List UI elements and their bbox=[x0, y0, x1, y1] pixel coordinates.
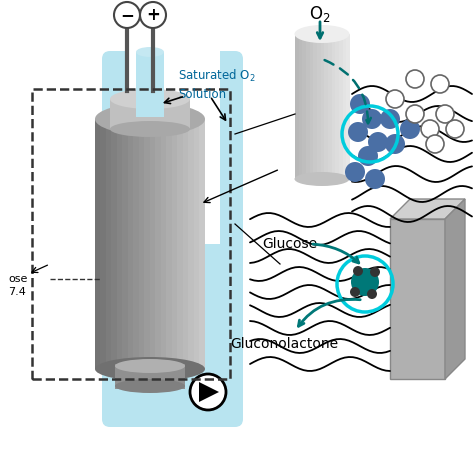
FancyBboxPatch shape bbox=[189, 119, 194, 369]
FancyBboxPatch shape bbox=[128, 119, 134, 369]
FancyBboxPatch shape bbox=[390, 219, 445, 379]
Text: Saturated O$_2$
Solution: Saturated O$_2$ Solution bbox=[178, 67, 255, 100]
FancyBboxPatch shape bbox=[155, 119, 161, 369]
FancyBboxPatch shape bbox=[117, 119, 122, 369]
Ellipse shape bbox=[110, 89, 190, 109]
FancyBboxPatch shape bbox=[125, 49, 220, 244]
Circle shape bbox=[426, 135, 444, 153]
Circle shape bbox=[351, 268, 379, 296]
Circle shape bbox=[431, 75, 449, 93]
Circle shape bbox=[367, 289, 377, 299]
Circle shape bbox=[421, 120, 439, 138]
FancyBboxPatch shape bbox=[106, 119, 111, 369]
FancyBboxPatch shape bbox=[95, 119, 205, 369]
FancyBboxPatch shape bbox=[136, 52, 164, 117]
Circle shape bbox=[446, 120, 464, 138]
FancyBboxPatch shape bbox=[302, 34, 306, 179]
FancyBboxPatch shape bbox=[295, 34, 299, 179]
FancyBboxPatch shape bbox=[161, 119, 166, 369]
FancyBboxPatch shape bbox=[299, 34, 302, 179]
Circle shape bbox=[380, 109, 400, 129]
Circle shape bbox=[358, 146, 378, 166]
Ellipse shape bbox=[294, 172, 349, 186]
Circle shape bbox=[353, 266, 363, 276]
Circle shape bbox=[140, 2, 166, 28]
Circle shape bbox=[350, 94, 370, 114]
FancyBboxPatch shape bbox=[346, 34, 350, 179]
Circle shape bbox=[365, 169, 385, 189]
FancyBboxPatch shape bbox=[343, 34, 346, 179]
FancyBboxPatch shape bbox=[110, 99, 190, 129]
FancyBboxPatch shape bbox=[324, 34, 328, 179]
Text: ose: ose bbox=[8, 274, 27, 284]
Text: 7.4: 7.4 bbox=[8, 287, 26, 297]
Polygon shape bbox=[390, 199, 465, 219]
Circle shape bbox=[385, 134, 405, 154]
Text: O$_2$: O$_2$ bbox=[309, 4, 331, 24]
Ellipse shape bbox=[95, 357, 205, 381]
FancyBboxPatch shape bbox=[310, 34, 313, 179]
Ellipse shape bbox=[95, 103, 205, 135]
FancyBboxPatch shape bbox=[317, 34, 321, 179]
FancyBboxPatch shape bbox=[177, 119, 183, 369]
FancyBboxPatch shape bbox=[122, 119, 128, 369]
Text: +: + bbox=[146, 6, 160, 24]
Circle shape bbox=[348, 122, 368, 142]
Circle shape bbox=[370, 267, 380, 277]
FancyBboxPatch shape bbox=[139, 119, 145, 369]
Ellipse shape bbox=[136, 47, 164, 57]
Circle shape bbox=[386, 90, 404, 108]
Circle shape bbox=[400, 119, 420, 139]
Circle shape bbox=[406, 70, 424, 88]
FancyBboxPatch shape bbox=[166, 119, 172, 369]
FancyBboxPatch shape bbox=[306, 34, 310, 179]
FancyBboxPatch shape bbox=[102, 51, 243, 427]
Circle shape bbox=[406, 105, 424, 123]
FancyBboxPatch shape bbox=[194, 119, 200, 369]
FancyBboxPatch shape bbox=[100, 119, 106, 369]
Circle shape bbox=[436, 105, 454, 123]
Text: Gluconolactone: Gluconolactone bbox=[230, 337, 338, 351]
Circle shape bbox=[190, 374, 226, 410]
FancyBboxPatch shape bbox=[145, 119, 150, 369]
FancyBboxPatch shape bbox=[332, 34, 335, 179]
Ellipse shape bbox=[115, 379, 185, 393]
FancyBboxPatch shape bbox=[115, 364, 185, 389]
Text: Glucose: Glucose bbox=[262, 237, 317, 251]
Circle shape bbox=[350, 287, 360, 297]
FancyBboxPatch shape bbox=[150, 119, 155, 369]
Ellipse shape bbox=[115, 359, 185, 373]
Circle shape bbox=[368, 132, 388, 152]
FancyBboxPatch shape bbox=[313, 34, 317, 179]
FancyBboxPatch shape bbox=[200, 119, 205, 369]
FancyBboxPatch shape bbox=[183, 119, 189, 369]
Polygon shape bbox=[199, 382, 219, 402]
FancyBboxPatch shape bbox=[172, 119, 177, 369]
Circle shape bbox=[114, 2, 140, 28]
Ellipse shape bbox=[294, 25, 349, 43]
Circle shape bbox=[362, 109, 382, 129]
Ellipse shape bbox=[110, 121, 190, 137]
FancyBboxPatch shape bbox=[134, 119, 139, 369]
Polygon shape bbox=[445, 199, 465, 379]
Circle shape bbox=[345, 162, 365, 182]
FancyBboxPatch shape bbox=[339, 34, 343, 179]
FancyBboxPatch shape bbox=[295, 34, 350, 179]
FancyBboxPatch shape bbox=[335, 34, 339, 179]
Text: −: − bbox=[120, 6, 134, 24]
FancyBboxPatch shape bbox=[111, 119, 117, 369]
FancyBboxPatch shape bbox=[321, 34, 324, 179]
FancyBboxPatch shape bbox=[328, 34, 332, 179]
FancyBboxPatch shape bbox=[95, 119, 100, 369]
